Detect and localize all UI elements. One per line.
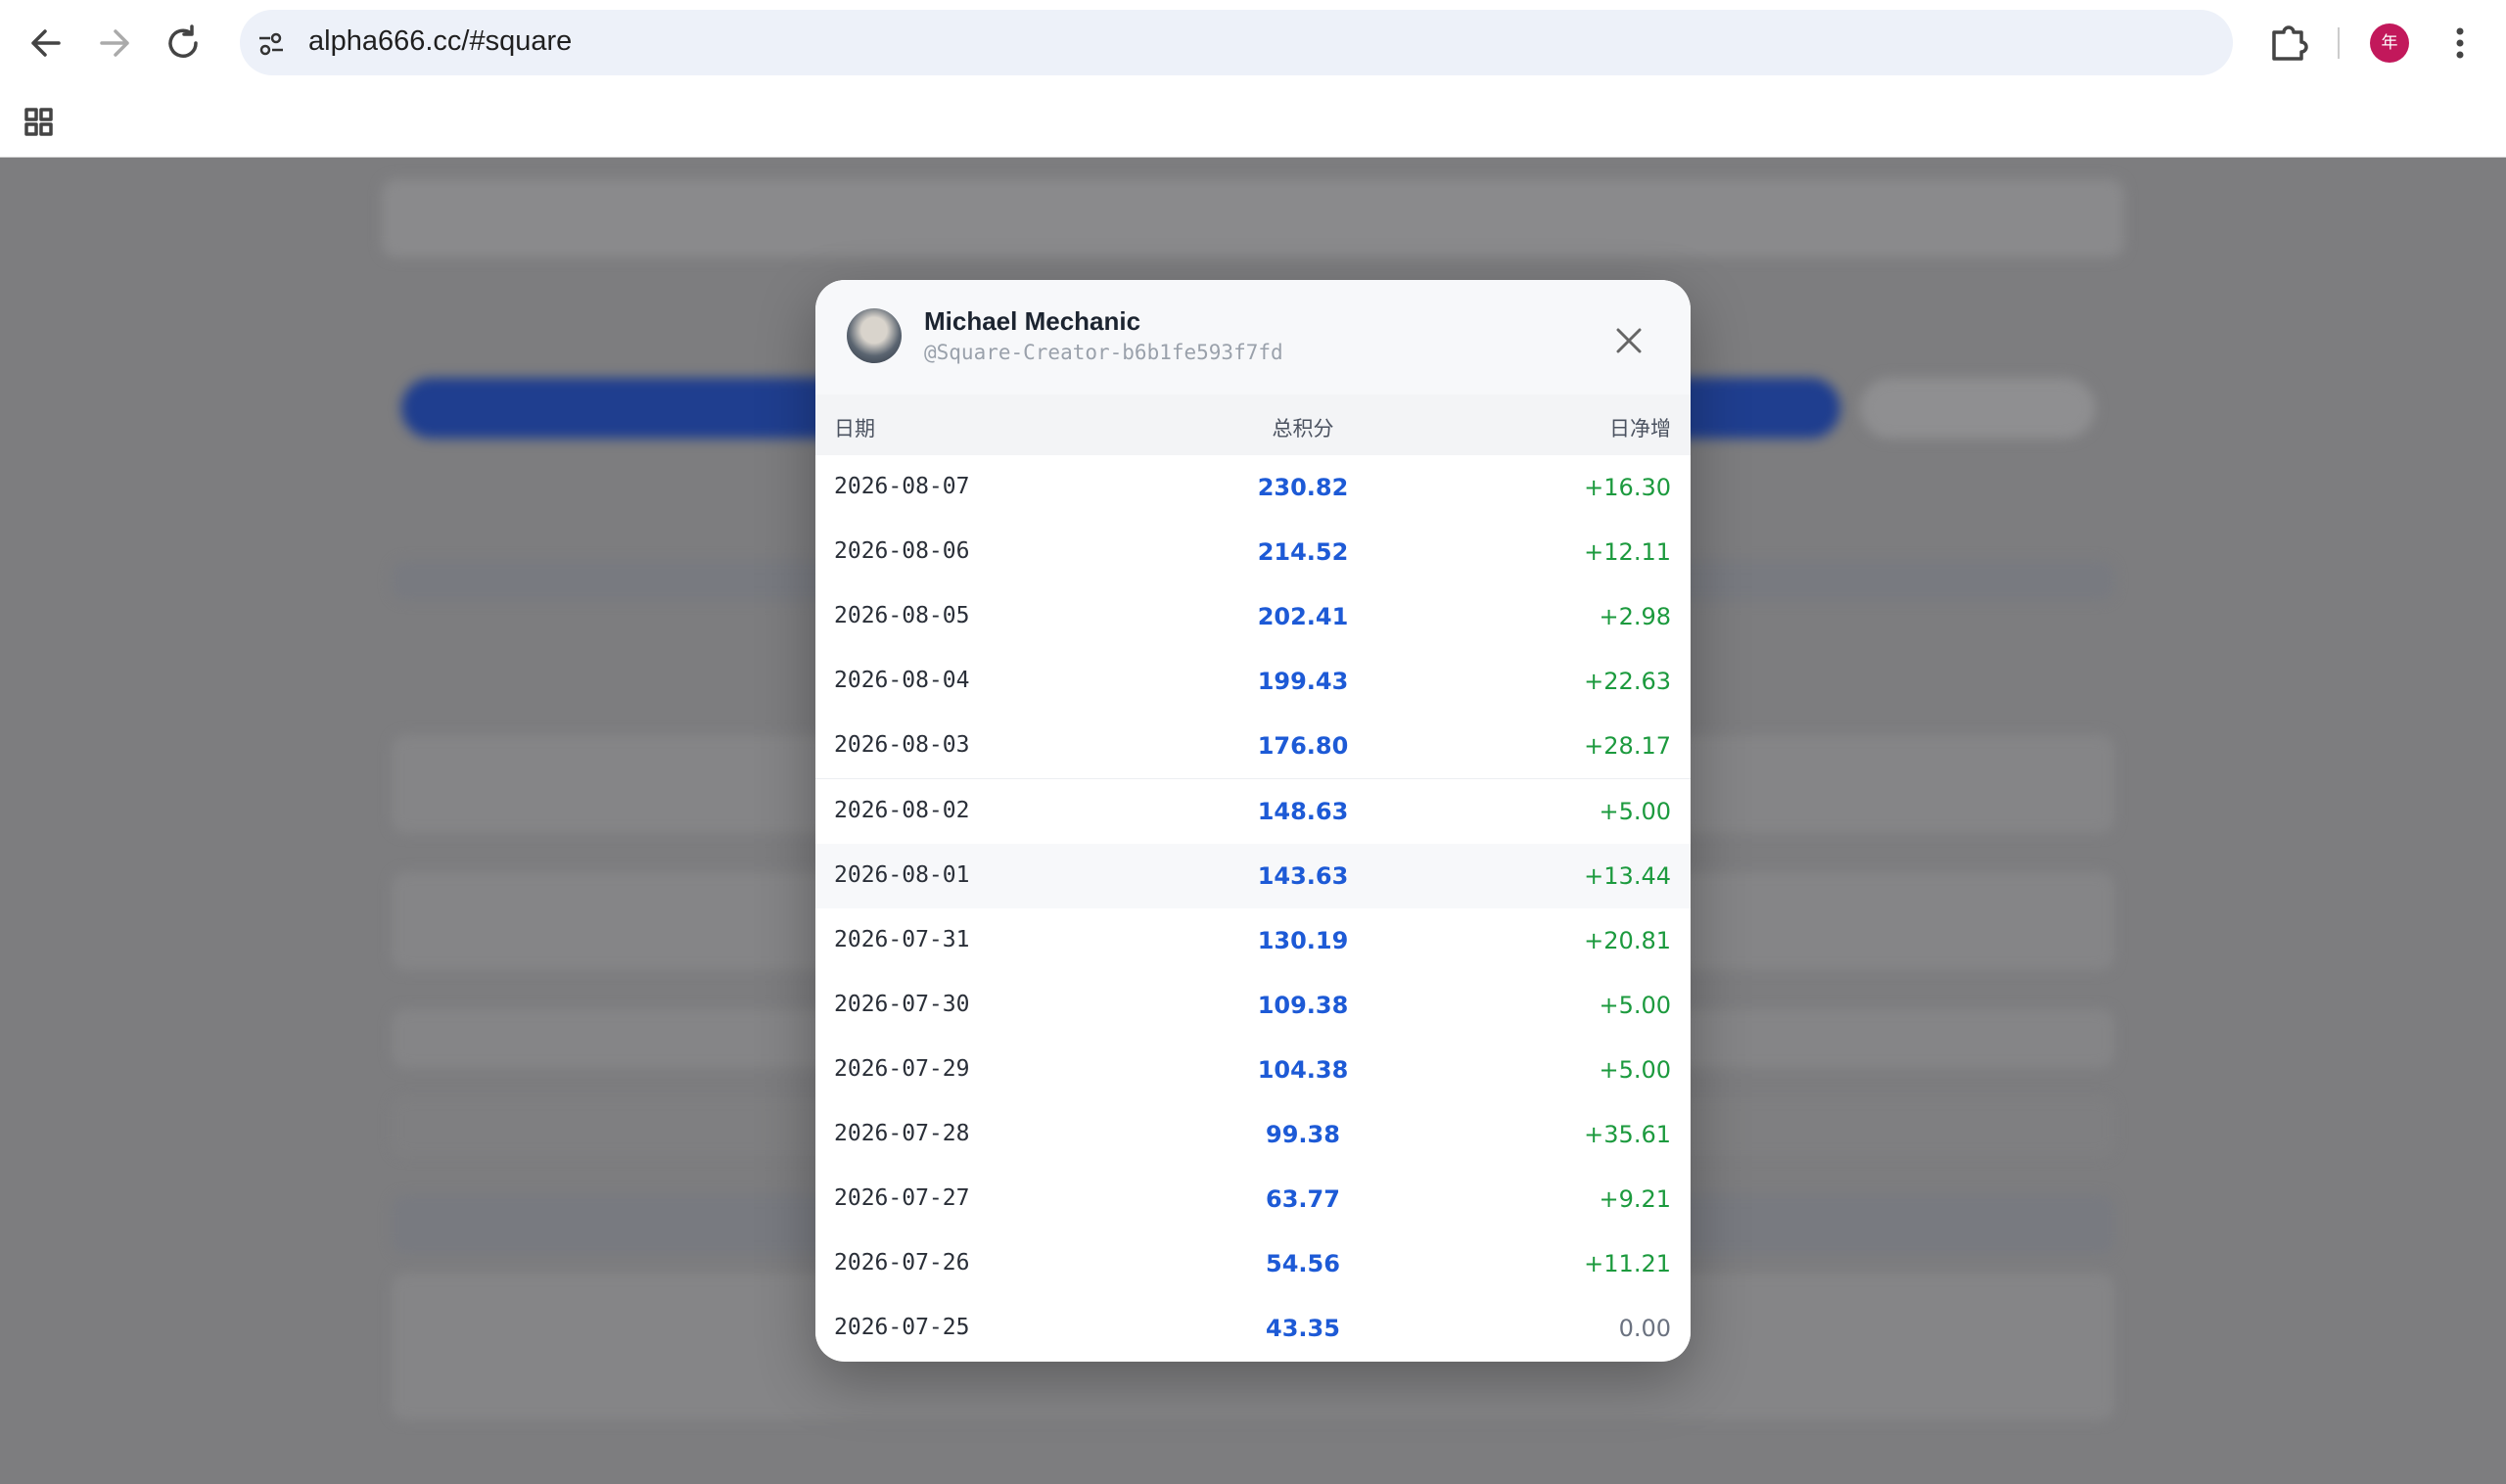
total-cell: 109.38 [1257,991,1349,1019]
user-handle: @Square-Creator-b6b1fe593f7fd [924,341,1283,364]
net-cell: +13.44 [1584,861,1671,890]
total-cell: 130.19 [1257,926,1349,954]
total-cell: 176.80 [1257,732,1349,761]
table-row: 2026-08-07 230.82 +16.30 [815,455,1691,521]
net-cell: +12.11 [1584,538,1671,567]
header-net: 日净增 [1609,418,1671,441]
table-row: 2026-08-01 143.63 +13.44 [815,843,1691,909]
net-cell: +16.30 [1584,474,1671,501]
total-cell: 148.63 [1257,797,1349,825]
net-cell: +2.98 [1599,603,1671,631]
net-cell: +5.00 [1599,1055,1671,1084]
total-cell: 230.82 [1257,474,1349,501]
net-cell: +9.21 [1599,1185,1671,1214]
profile-avatar[interactable]: 年 [2370,23,2409,63]
table-row: 2026-07-25 43.35 0.00 [815,1296,1691,1362]
date-cell: 2026-08-03 [834,732,970,759]
net-cell: +28.17 [1584,732,1671,761]
net-cell: 0.00 [1618,1315,1671,1343]
browser-toolbar: alpha666.cc/#square 年 [0,0,2506,158]
modal-header: Michael Mechanic @Square-Creator-b6b1fe5… [815,280,1691,395]
table-row: 2026-08-02 148.63 +5.00 [815,778,1691,845]
net-cell: +35.61 [1584,1121,1671,1148]
total-cell: 202.41 [1257,603,1349,631]
date-cell: 2026-07-29 [834,1055,970,1082]
date-cell: 2026-08-04 [834,668,970,694]
total-cell: 63.77 [1266,1185,1340,1214]
table-row: 2026-07-27 63.77 +9.21 [815,1167,1691,1233]
total-cell: 104.38 [1257,1055,1349,1084]
reload-button[interactable] [168,24,198,58]
date-cell: 2026-08-05 [834,603,970,629]
total-cell: 143.63 [1257,861,1349,890]
table-row: 2026-08-03 176.80 +28.17 [815,714,1691,780]
user-avatar [847,308,902,363]
table-row: 2026-08-04 199.43 +22.63 [815,649,1691,716]
table-header: 日期 总积分 日净增 [815,394,1691,456]
close-button[interactable] [1614,326,1644,355]
table-row: 2026-07-30 109.38 +5.00 [815,972,1691,1039]
header-total: 总积分 [1272,418,1334,441]
address-bar[interactable] [240,10,2233,75]
history-modal: Michael Mechanic @Square-Creator-b6b1fe5… [815,280,1691,1362]
net-cell: +11.21 [1584,1250,1671,1278]
net-cell: +22.63 [1584,668,1671,696]
date-cell: 2026-07-28 [834,1121,970,1146]
net-cell: +5.00 [1599,797,1671,825]
date-cell: 2026-08-06 [834,538,970,565]
table-row: 2026-08-05 202.41 +2.98 [815,584,1691,651]
date-cell: 2026-07-30 [834,991,970,1017]
table-row: 2026-07-29 104.38 +5.00 [815,1037,1691,1103]
date-cell: 2026-08-01 [834,861,970,888]
header-date: 日期 [834,418,875,441]
date-cell: 2026-07-27 [834,1185,970,1212]
back-button[interactable] [31,29,61,57]
date-cell: 2026-07-26 [834,1250,970,1276]
total-cell: 99.38 [1266,1121,1340,1148]
forward-button[interactable] [100,29,129,57]
table-row: 2026-07-26 54.56 +11.21 [815,1231,1691,1298]
date-cell: 2026-08-07 [834,474,970,499]
date-cell: 2026-07-25 [834,1315,970,1341]
total-cell: 54.56 [1266,1250,1340,1278]
date-cell: 2026-07-31 [834,926,970,952]
date-cell: 2026-08-02 [834,797,970,823]
url[interactable]: alpha666.cc/#square [308,25,573,57]
extensions[interactable] [2272,25,2308,61]
table-row: 2026-08-06 214.52 +12.11 [815,520,1691,586]
total-cell: 214.52 [1257,538,1349,567]
total-cell: 199.43 [1257,668,1349,696]
table-row: 2026-07-31 130.19 +20.81 [815,907,1691,974]
net-cell: +5.00 [1599,991,1671,1019]
table-row: 2026-07-28 99.38 +35.61 [815,1102,1691,1168]
net-cell: +20.81 [1584,926,1671,954]
user-name: Michael Mechanic [924,306,1141,336]
total-cell: 43.35 [1266,1315,1340,1343]
site-info[interactable] [256,29,286,59]
